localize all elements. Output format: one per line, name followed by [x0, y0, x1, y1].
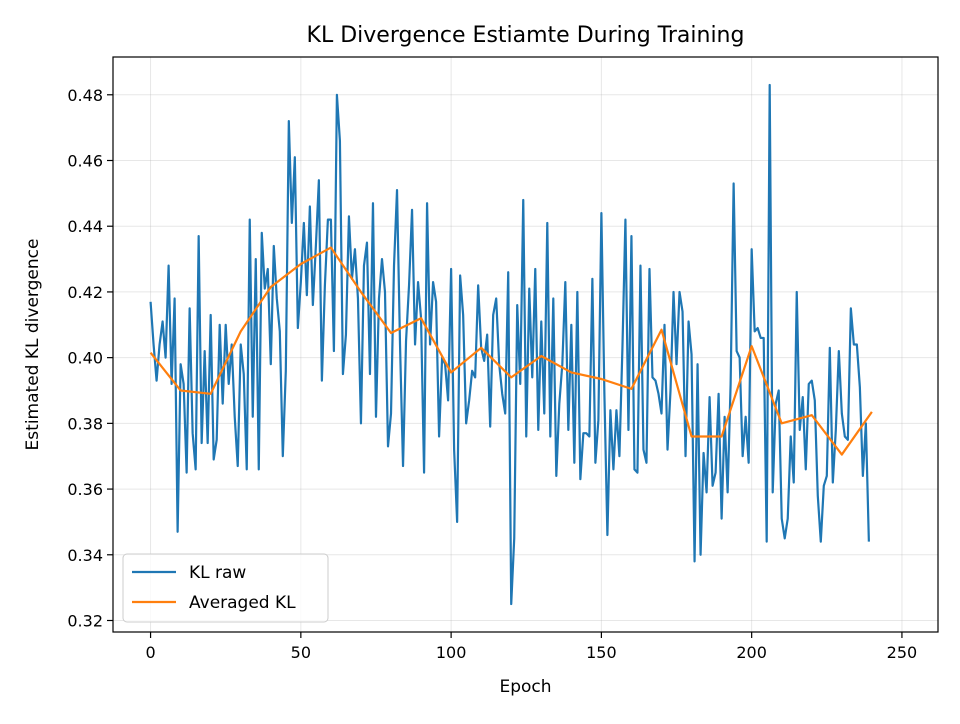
- y-tick-label: 0.38: [67, 414, 103, 433]
- x-tick-label: 50: [291, 643, 311, 662]
- y-tick-label: 0.34: [67, 546, 103, 565]
- ticks-layer: 0 50 100 150 200 250 0.32 0.34 0.36 0.38 0.40 0.42 0…: [67, 86, 917, 662]
- y-tick-label: 0.44: [67, 217, 103, 236]
- x-tick-label: 200: [736, 643, 767, 662]
- y-tick-label: 0.46: [67, 152, 103, 171]
- x-tick-label: 250: [887, 643, 918, 662]
- series-layer: [149, 83, 873, 606]
- x-tick-label: 100: [436, 643, 467, 662]
- y-tick-label: 0.42: [67, 283, 103, 302]
- x-tick-label: 150: [586, 643, 617, 662]
- y-tick-label: 0.32: [67, 612, 103, 631]
- plot-frame: [112, 56, 939, 633]
- legend: KL raw Averaged KL: [122, 553, 329, 623]
- legend-label-averaged-kl: Averaged KL: [189, 593, 296, 613]
- y-tick-label: 0.48: [67, 86, 103, 105]
- y-axis-label: Estimated KL divergence: [23, 239, 43, 451]
- legend-label-kl-raw: KL raw: [189, 563, 246, 583]
- series-line-kl-raw: [149, 83, 870, 606]
- x-tick-label: 0: [145, 643, 155, 662]
- y-tick-label: 0.36: [67, 480, 103, 499]
- series-line-averaged-kl: [149, 246, 873, 456]
- x-axis-label: Epoch: [499, 677, 551, 697]
- chart-title: KL Divergence Estiamte During Training: [307, 23, 745, 48]
- y-tick-label: 0.40: [67, 349, 103, 368]
